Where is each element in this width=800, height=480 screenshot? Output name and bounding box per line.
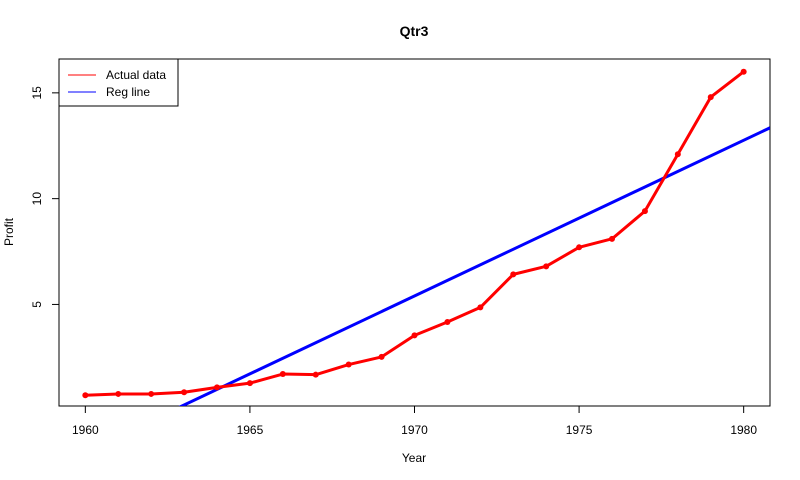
x-axis: 1960 1965 1970 1975 1980 — [72, 405, 757, 437]
y-tick-label: 5 — [30, 301, 44, 308]
legend: Actual data Reg line — [58, 58, 179, 107]
x-tick-label: 1970 — [401, 423, 428, 437]
legend-label-regline: Reg line — [106, 85, 150, 99]
data-point — [411, 332, 418, 339]
data-point — [740, 68, 747, 75]
data-point — [674, 151, 681, 158]
data-point — [279, 371, 286, 378]
regression-line — [178, 126, 770, 406]
data-point — [641, 208, 648, 215]
data-point — [246, 380, 253, 387]
data-point — [378, 353, 385, 360]
x-axis-label: Year — [402, 451, 426, 465]
data-point — [477, 304, 484, 311]
x-tick-label: 1980 — [730, 423, 757, 437]
y-axis: 5 10 15 — [30, 86, 60, 308]
data-point — [312, 371, 319, 378]
data-point — [214, 384, 220, 391]
y-tick-label: 15 — [30, 86, 44, 100]
x-tick-label: 1965 — [237, 423, 264, 437]
data-point — [345, 361, 352, 368]
data-point — [707, 94, 714, 101]
series-line-actual — [85, 70, 745, 397]
data-point — [181, 389, 188, 396]
data-point — [115, 390, 122, 397]
data-point — [444, 319, 451, 326]
y-tick-label: 10 — [30, 192, 44, 206]
data-point — [609, 235, 615, 242]
data-point — [148, 390, 155, 397]
series-layer — [82, 68, 747, 399]
data-point — [543, 263, 550, 270]
legend-label-actual: Actual data — [106, 68, 166, 82]
y-axis-label: Profit — [2, 217, 16, 246]
data-point — [510, 271, 517, 278]
plot-frame — [58, 58, 771, 407]
data-point — [82, 392, 89, 399]
x-tick-label: 1960 — [72, 423, 99, 437]
data-point — [576, 244, 583, 251]
chart-title: Qtr3 — [400, 23, 429, 39]
x-tick-label: 1975 — [566, 423, 593, 437]
legend-box — [58, 58, 179, 107]
regression-layer — [178, 126, 770, 406]
